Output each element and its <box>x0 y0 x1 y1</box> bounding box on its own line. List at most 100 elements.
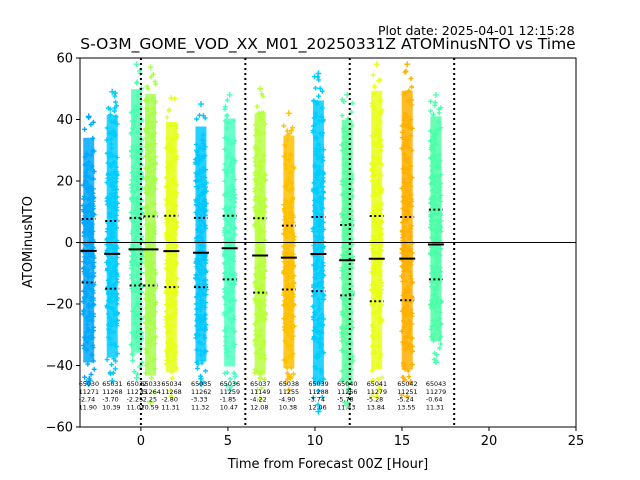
scatter-point <box>344 380 350 386</box>
scatter-point <box>317 86 323 91</box>
orbit-stat-text: 11262 <box>191 388 211 396</box>
orbit-65035-density-band <box>195 126 207 362</box>
scatter-point <box>104 357 110 362</box>
scatter-point <box>404 61 411 68</box>
y-axis: −60 −40 −20 0 20 40 60 <box>46 52 80 436</box>
scatter-point <box>151 389 157 395</box>
x-tick-label: 5 <box>224 434 232 449</box>
scatter-point <box>428 108 433 114</box>
scatter-point <box>130 358 135 363</box>
x-tick-label: 0 <box>137 434 145 449</box>
orbit-65043-density-band <box>430 116 442 342</box>
orbit-65041-density-band <box>371 90 383 370</box>
scatter-point <box>113 99 118 105</box>
x-axis: 0 5 10 15 20 25 <box>137 427 584 449</box>
scatter-point <box>200 113 206 118</box>
scatter-point <box>339 113 345 118</box>
scatter-point <box>147 399 154 406</box>
scatter-point <box>315 70 322 77</box>
scatter-point <box>150 72 156 77</box>
scatter-point <box>432 100 438 105</box>
scatter-point <box>195 366 200 371</box>
scatter-point <box>291 371 296 377</box>
orbit-stat-text: -3.33 <box>191 396 208 404</box>
x-tick-label: 10 <box>307 434 324 449</box>
orbit-stat-text: 11.32 <box>191 403 209 411</box>
scatter-point <box>167 388 173 394</box>
scatter-point <box>87 377 93 383</box>
orbit-stat-text: -2.25 <box>141 396 158 404</box>
scatter-point <box>85 380 92 387</box>
scatter-point <box>222 106 228 112</box>
orbit-65037-points <box>252 85 268 403</box>
scatter-point <box>350 100 355 106</box>
orbit-annotations: 6503011271-2.7411.906503111268-3.7010.39… <box>79 380 447 411</box>
scatter-point <box>222 370 228 376</box>
scatter-point <box>281 123 287 129</box>
scatter-point <box>285 377 290 382</box>
orbit-stat-text: 11255 <box>279 388 299 396</box>
orbit-65031-points <box>104 88 120 384</box>
orbit-65038-density-band <box>283 135 295 368</box>
orbit-stat-text: 65035 <box>191 380 211 388</box>
scatter-point <box>198 101 204 108</box>
orbit-stat-text: 11259 <box>220 388 240 396</box>
orbit-stat-text: 12.06 <box>308 403 326 411</box>
orbit-stat-text: 65042 <box>397 380 417 388</box>
orbit-stat-text: 65039 <box>308 380 328 388</box>
y-axis-label: ATOMinusNTO <box>21 196 36 288</box>
scatter-point <box>285 110 292 117</box>
y-tick-label: 60 <box>56 52 73 67</box>
orbit-stat-text: -2.80 <box>161 396 178 404</box>
orbit-stat-text: 65031 <box>102 380 122 388</box>
orbit-stat-text: 13.84 <box>367 403 385 411</box>
scatter-point <box>203 368 208 374</box>
orbit-stat-text: 13.55 <box>397 403 415 411</box>
orbit-stat-text: 11264 <box>141 388 161 396</box>
orbit-stat-text: 11268 <box>102 388 122 396</box>
scatter-point <box>147 64 154 71</box>
scatter-point <box>226 387 233 394</box>
orbit-stat-text: -3.70 <box>102 396 119 404</box>
orbit-stat-text: -3.74 <box>308 396 325 404</box>
scatter-point <box>137 364 142 370</box>
orbit-65032-points <box>128 61 145 381</box>
orbit-stat-text: -5.28 <box>367 396 384 404</box>
scatter-point <box>437 345 443 351</box>
scatter-point <box>198 376 204 382</box>
scatter-point <box>166 108 172 114</box>
scatter-point <box>409 84 414 90</box>
orbit-stat-text: 65043 <box>426 380 446 388</box>
scatter-point <box>109 88 116 95</box>
scatter-point <box>254 104 260 109</box>
orbit-65043-points <box>428 91 444 366</box>
scatter-point <box>227 376 233 382</box>
scatter-point <box>283 380 289 386</box>
scatter-point <box>133 61 140 68</box>
scatter-point <box>82 126 87 132</box>
scatter-point <box>432 91 439 98</box>
scatter-point <box>88 122 94 127</box>
scatter-point <box>340 98 346 104</box>
scatter-point <box>315 408 322 415</box>
scatter-point <box>310 395 316 401</box>
orbit-stat-text: 65041 <box>367 380 387 388</box>
scatter-point <box>313 85 318 91</box>
scatter-point <box>91 119 96 125</box>
scatter-point <box>91 366 97 372</box>
scatter-point <box>406 374 412 380</box>
orbit-stat-text: 11279 <box>426 388 446 396</box>
scatter-point <box>232 374 238 380</box>
scatter-point <box>428 99 433 104</box>
scatter-point <box>349 109 354 115</box>
orbit-65038-points <box>281 110 297 394</box>
orbit-stat-text: -4.90 <box>279 396 296 404</box>
